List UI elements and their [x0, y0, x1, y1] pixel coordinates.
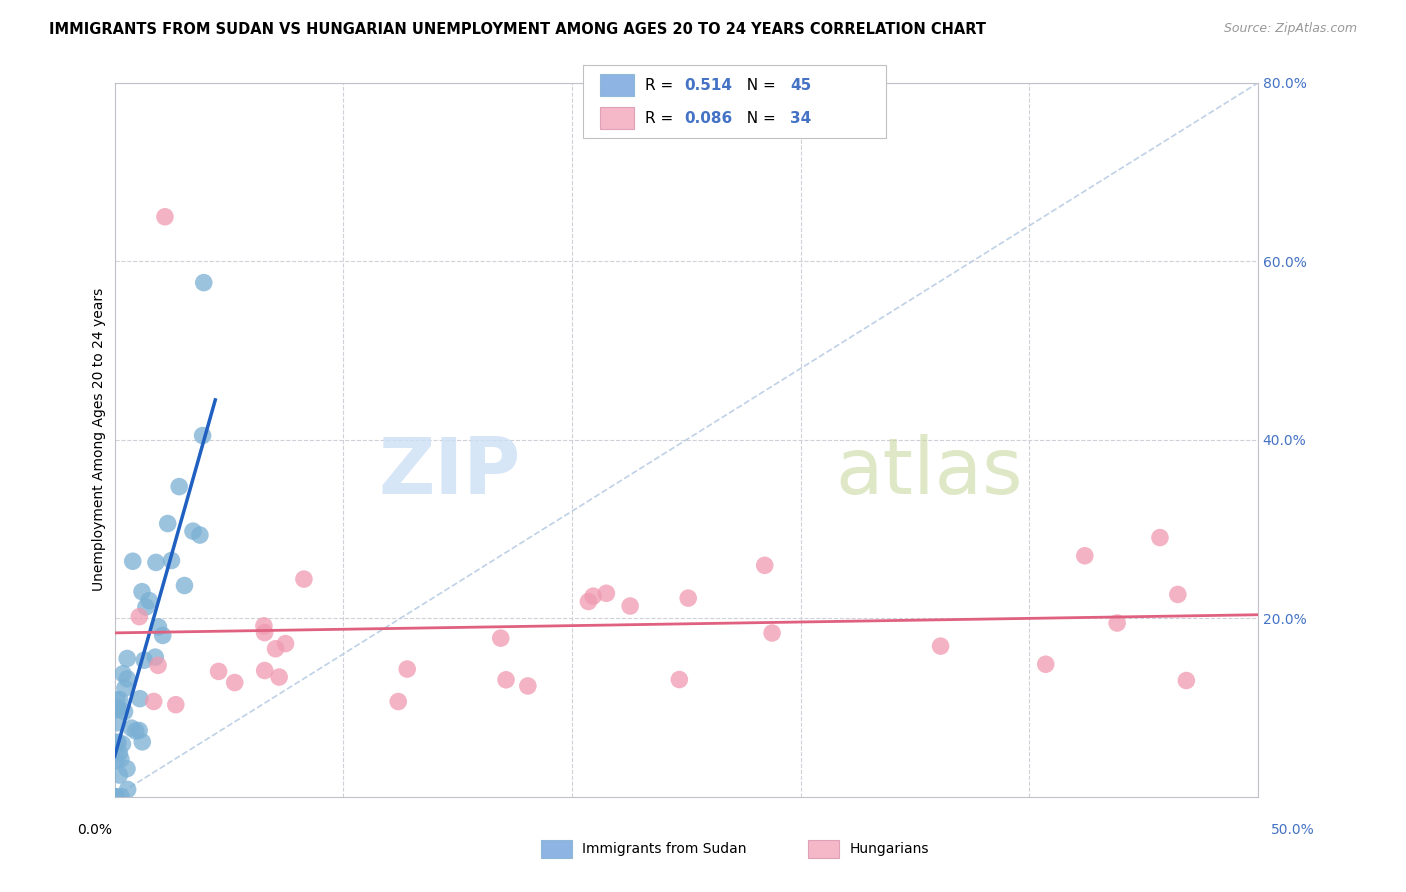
Point — [146, 658, 169, 673]
Point — [188, 528, 211, 542]
Point — [107, 715, 129, 730]
Text: Hungarians: Hungarians — [849, 842, 929, 856]
Point — [619, 599, 641, 613]
Point — [1074, 549, 1097, 563]
Y-axis label: Unemployment Among Ages 20 to 24 years: Unemployment Among Ages 20 to 24 years — [93, 288, 107, 591]
Point — [111, 737, 134, 751]
Point — [105, 703, 128, 717]
Point — [181, 524, 204, 538]
Point — [107, 702, 129, 716]
Point — [1175, 673, 1198, 688]
Point — [274, 637, 297, 651]
Point — [121, 554, 143, 568]
Point — [224, 675, 246, 690]
Point — [134, 653, 156, 667]
Text: 0.086: 0.086 — [685, 111, 733, 126]
Point — [1149, 531, 1171, 545]
Point — [396, 662, 419, 676]
Point — [107, 736, 129, 750]
Point — [145, 556, 167, 570]
Point — [131, 584, 153, 599]
Point — [516, 679, 538, 693]
Point — [104, 754, 127, 768]
Point — [117, 672, 139, 686]
Point — [105, 693, 128, 707]
Text: Source: ZipAtlas.com: Source: ZipAtlas.com — [1223, 22, 1357, 36]
Point — [207, 665, 229, 679]
Point — [148, 620, 170, 634]
Point — [165, 698, 187, 712]
Text: atlas: atlas — [835, 434, 1022, 510]
Point — [1035, 657, 1057, 672]
Point — [115, 651, 138, 665]
Point — [193, 276, 215, 290]
Point — [264, 641, 287, 656]
Point — [582, 589, 605, 603]
Point — [114, 681, 136, 695]
Point — [114, 705, 136, 719]
Point — [111, 666, 134, 681]
Point — [191, 428, 214, 442]
Point — [489, 631, 512, 645]
Point — [135, 599, 157, 614]
Point — [121, 721, 143, 735]
Text: 34: 34 — [790, 111, 811, 126]
Point — [128, 723, 150, 738]
Text: R =: R = — [645, 78, 679, 93]
Point — [292, 572, 315, 586]
Point — [110, 752, 132, 766]
Text: Immigrants from Sudan: Immigrants from Sudan — [582, 842, 747, 856]
Point — [107, 700, 129, 714]
Point — [108, 746, 131, 760]
Text: 0.514: 0.514 — [685, 78, 733, 93]
Point — [929, 639, 952, 653]
Point — [104, 789, 127, 804]
Point — [105, 735, 128, 749]
Point — [595, 586, 617, 600]
Text: 0.0%: 0.0% — [77, 823, 112, 837]
Text: IMMIGRANTS FROM SUDAN VS HUNGARIAN UNEMPLOYMENT AMONG AGES 20 TO 24 YEARS CORREL: IMMIGRANTS FROM SUDAN VS HUNGARIAN UNEMP… — [49, 22, 986, 37]
Text: ZIP: ZIP — [378, 434, 520, 510]
Point — [138, 593, 160, 607]
Point — [160, 553, 183, 567]
Point — [676, 591, 699, 606]
Point — [108, 692, 131, 706]
Point — [253, 625, 276, 640]
Point — [387, 694, 409, 708]
Point — [1167, 587, 1189, 601]
Point — [128, 609, 150, 624]
Point — [152, 628, 174, 642]
Point — [167, 480, 190, 494]
Point — [668, 673, 690, 687]
Point — [495, 673, 517, 687]
Point — [761, 626, 783, 640]
Point — [131, 735, 153, 749]
Point — [115, 762, 138, 776]
Point — [117, 782, 139, 797]
Point — [156, 516, 179, 531]
Text: N =: N = — [737, 78, 780, 93]
Point — [253, 619, 276, 633]
Point — [578, 594, 600, 608]
Point — [128, 691, 150, 706]
Point — [108, 768, 131, 782]
Point — [173, 578, 195, 592]
Point — [142, 694, 165, 708]
Point — [125, 724, 148, 739]
Text: N =: N = — [737, 111, 780, 126]
Point — [153, 210, 176, 224]
Point — [110, 789, 132, 804]
Text: R =: R = — [645, 111, 679, 126]
Text: 45: 45 — [790, 78, 811, 93]
Point — [143, 650, 166, 665]
Point — [253, 664, 276, 678]
Point — [269, 670, 291, 684]
Point — [754, 558, 776, 573]
Point — [104, 789, 127, 804]
Point — [1107, 615, 1129, 630]
Text: 50.0%: 50.0% — [1271, 823, 1315, 837]
